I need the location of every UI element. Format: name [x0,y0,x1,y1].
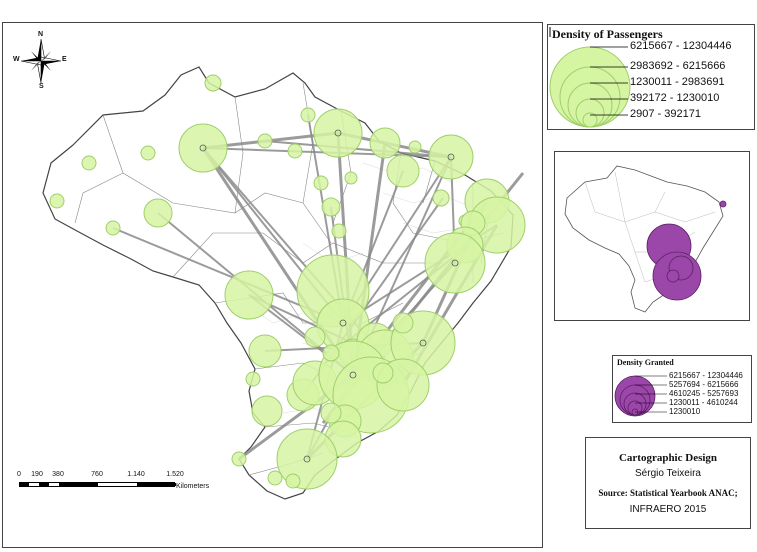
airport-circle [285,473,301,489]
credits-box: Cartographic Design Sérgio Teixeira Sour… [585,437,751,529]
airport-circle [321,197,341,217]
granted-class-label: 4610245 - 5257693 [669,389,739,398]
hub-marker [334,129,342,137]
airport-circle [369,127,401,159]
granted-circles [646,200,727,301]
hub-marker [199,144,207,152]
granted-inset-map [564,165,727,313]
granted-class-label: 1230011 - 4610244 [669,398,738,407]
airport-circle [386,154,420,188]
airport-circle [372,362,394,384]
brazil-flow-map [42,66,526,500]
airport-circle [140,145,156,161]
granted-legend: Density Granted 6215667 - 12304446 52576… [612,355,752,423]
granted-class-label: 6215667 - 12304446 [669,371,743,380]
airport-circle [143,198,173,228]
airport-circle [408,140,422,154]
compass-east: E [62,56,67,63]
passengers-legend: Density of Passengers 6215667 - 12304446… [547,24,755,130]
airport-circle [313,108,363,158]
airport-circle [224,270,274,320]
scale-unit: Kilometers [176,483,210,490]
passengers-legend-symbols [549,27,631,128]
inset-map-frame [554,151,750,321]
airport-circle [251,395,283,427]
airport-circle [300,107,316,123]
granted-class-label: 1230010 [669,407,701,416]
granted-class-label: 5257694 - 6215666 [669,380,739,389]
airport-circle [428,134,474,180]
scale-tick: 190 [31,471,43,478]
hub-marker [339,319,347,327]
legend-class-label: 2907 - 392171 [630,108,701,120]
compass-south: S [39,83,44,90]
hub-marker [419,339,427,347]
airport-circle [424,232,486,294]
passenger-circles [49,74,526,490]
hub-marker [349,371,357,379]
airport-circle [245,371,261,387]
compass-rose-icon [20,38,62,84]
airport-circle [287,143,303,159]
hub-marker [447,153,455,161]
airport-circle [81,155,97,171]
credits-source: Source: Statistical Yearbook ANAC; [598,488,738,498]
airport-circle [322,344,340,362]
scale-bar: 0 190 380 760 1.140 1.520 Kilometers [11,471,251,501]
legend-class-label: 6215667 - 12304446 [630,40,732,52]
credits-author: Sérgio Teixeira [635,468,701,479]
credits-heading: Cartographic Design [618,452,718,464]
airport-circle [49,193,65,209]
compass-north: N [38,31,44,38]
airport-circle [320,402,342,424]
north-arrow: N S E W [13,31,69,91]
scale-tick: 380 [52,471,64,478]
airport-circle [313,175,329,191]
scale-tick: 1.520 [166,471,184,478]
airport-circle [257,133,273,149]
legend-class-label: 392172 - 1230010 [630,92,720,104]
granted-legend-title: Density Granted [617,358,674,367]
airport-circle [204,74,222,92]
airport-circle [432,189,450,207]
legend-class-label: 1230011 - 2983691 [630,76,725,88]
scale-tick: 760 [91,471,103,478]
airport-circle [392,312,414,334]
scale-bar-segments [19,482,176,487]
legend-class-label: 2983692 - 6215666 [630,60,726,72]
hub-marker [303,455,311,463]
airport-circle [331,223,347,239]
main-map-frame: N S E W 0 190 380 760 1.140 1.520 Kilome… [2,22,543,548]
airport-circle [105,220,121,236]
passengers-legend-title: Density of Passengers [552,27,663,41]
scale-tick: 1.140 [127,471,145,478]
inset-brazil-outline [564,165,724,313]
airport-circle [304,326,326,348]
granted-legend-symbols [614,375,667,417]
airport-circle [178,123,228,173]
compass-west: W [13,56,20,63]
credits-source-2: INFRAERO 2015 [629,504,707,515]
airport-circle [267,470,283,486]
airport-circle [248,334,282,368]
hub-marker [451,259,459,267]
scale-tick: 0 [17,471,21,478]
airport-circle [231,451,247,467]
airport-circle [344,171,358,185]
